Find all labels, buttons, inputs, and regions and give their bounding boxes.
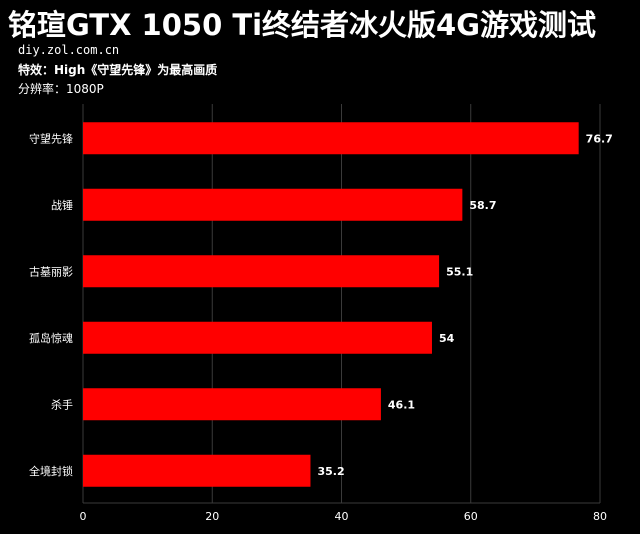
value-label-4: 46.1 [388, 398, 415, 411]
effect-setting: 特效：High《守望先锋》为最高画质 [18, 63, 218, 77]
category-label-0: 守望先锋 [29, 131, 73, 145]
category-label-2: 古墓丽影 [29, 265, 73, 278]
bar-2 [83, 255, 440, 288]
resolution-setting: 分辨率：1080P [18, 82, 104, 96]
value-labels: 76.7 58.7 55.1 54 46.1 35.2 [317, 132, 612, 478]
x-tick-label-2: 40 [335, 510, 349, 523]
value-label-1: 58.7 [469, 199, 496, 212]
value-label-3: 54 [439, 332, 455, 345]
bar-4 [83, 388, 381, 421]
bar-3 [83, 321, 432, 354]
category-label-1: 战锤 [51, 198, 73, 212]
x-tick-labels: 0 20 40 60 80 [80, 510, 608, 523]
bar-1 [83, 188, 463, 221]
x-tick-label-1: 20 [205, 510, 219, 523]
x-tick-label-0: 0 [80, 510, 87, 523]
bar-0 [83, 122, 579, 155]
x-tick-label-4: 80 [593, 510, 607, 523]
source-site: diy.zol.com.cn [18, 43, 120, 57]
x-tick-label-3: 60 [464, 510, 478, 523]
bar-5 [83, 454, 311, 487]
value-label-0: 76.7 [586, 132, 613, 145]
value-label-2: 55.1 [446, 265, 473, 278]
category-label-5: 全境封锁 [29, 464, 73, 478]
bars [83, 122, 579, 487]
chart-title: 铭瑄GTX 1050 Ti终结者冰火版4G游戏测试 [8, 8, 597, 42]
category-label-4: 杀手 [51, 397, 73, 411]
value-label-5: 35.2 [317, 465, 344, 478]
category-label-3: 孤岛惊魂 [29, 331, 73, 345]
gridlines [82, 104, 601, 504]
